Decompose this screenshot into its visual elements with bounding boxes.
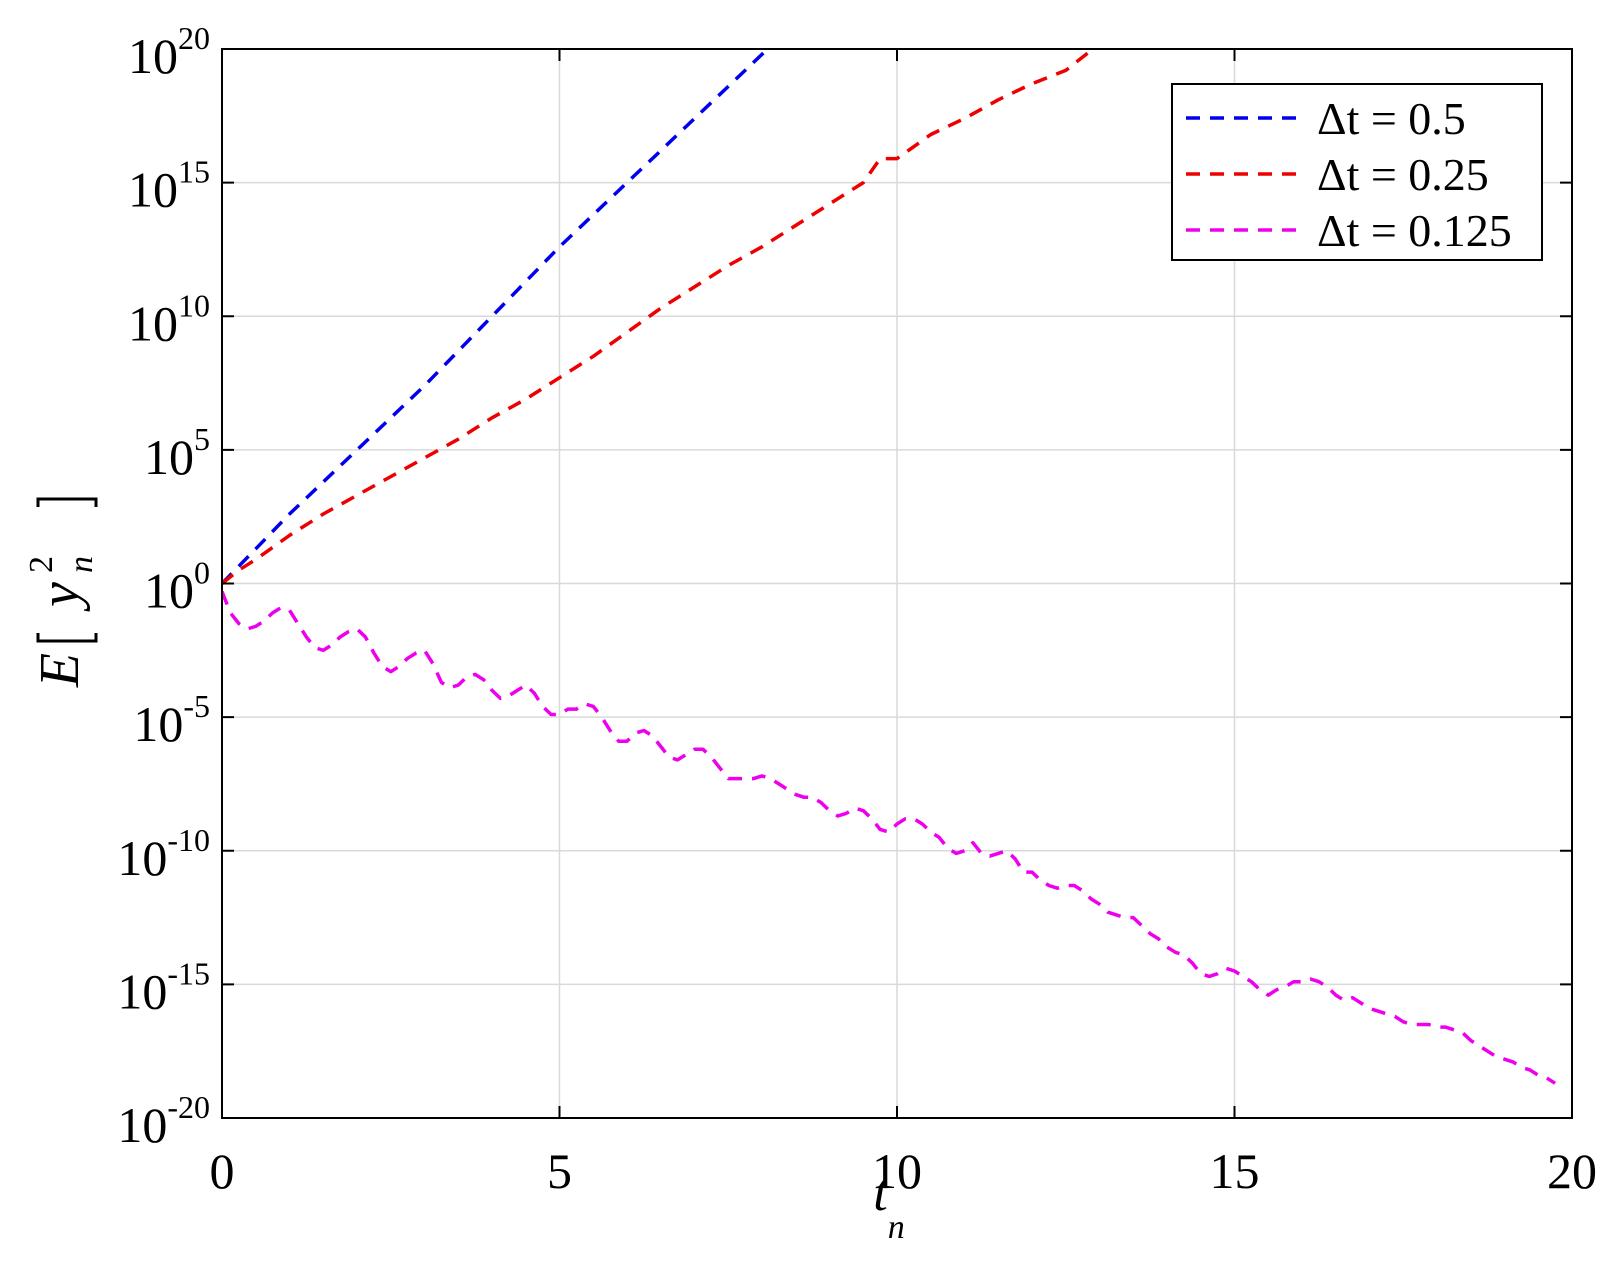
x-tick-labels: 0 5 10 15 20 xyxy=(210,1143,1598,1199)
legend-box xyxy=(1171,83,1543,261)
x-axis-label-subscript: n xyxy=(888,1209,905,1246)
y-tick-label-exponent: -20 xyxy=(167,1089,210,1125)
x-tick-label: 0 xyxy=(210,1143,235,1199)
y-tick-label: 1015 xyxy=(128,154,210,218)
right-bracket xyxy=(36,497,98,507)
y-axis-label-subscript: n xyxy=(63,556,100,573)
y-tick-label: 100 xyxy=(144,555,210,619)
x-axis-label: tn xyxy=(873,1165,904,1246)
x-tick-label: 10 xyxy=(872,1143,922,1199)
y-tick-label-base: 10 xyxy=(128,28,178,84)
y-tick-label-base: 10 xyxy=(144,563,194,619)
y-tick-label: 10-5 xyxy=(133,688,210,752)
y-tick-label-base: 10 xyxy=(128,162,178,218)
y-tick-label-base: 10 xyxy=(117,963,167,1019)
series-line-2 xyxy=(222,590,1557,1085)
y-tick-label: 105 xyxy=(144,421,210,485)
y-tick-label-base: 10 xyxy=(128,295,178,351)
x-tick-label: 5 xyxy=(547,1143,572,1199)
y-tick-label-exponent: -15 xyxy=(167,955,210,991)
x-axis-label-main: t xyxy=(873,1165,889,1222)
x-tick-label: 20 xyxy=(1547,1143,1597,1199)
y-axis-label-prefix: E xyxy=(29,653,91,688)
y-tick-label-base: 10 xyxy=(133,696,183,752)
y-tick-label-base: 10 xyxy=(117,1097,167,1153)
y-tick-label-exponent: 15 xyxy=(178,154,210,190)
y-tick-label-exponent: -10 xyxy=(167,822,210,858)
x-tick-label: 15 xyxy=(1210,1143,1260,1199)
y-axis-label-var: y xyxy=(29,582,91,612)
legend-label: Δt = 0.5 xyxy=(1317,93,1466,144)
y-axis-label-var-main: y xyxy=(29,582,91,612)
series-lines xyxy=(222,49,1557,1085)
y-axis-label-superscript: 2 xyxy=(23,556,60,573)
y-tick-label-base: 10 xyxy=(117,830,167,886)
legend-label: Δt = 0.125 xyxy=(1317,205,1512,256)
axis-ticks xyxy=(221,48,1573,1119)
y-axis-label: Ey 2 n xyxy=(23,497,100,688)
y-tick-label-base: 10 xyxy=(144,429,194,485)
y-tick-label-exponent: 0 xyxy=(194,555,210,591)
y-tick-label-exponent: -5 xyxy=(183,688,210,724)
y-tick-label-exponent: 5 xyxy=(194,421,210,457)
y-tick-label: 1010 xyxy=(128,287,210,351)
legend-label: Δt = 0.25 xyxy=(1317,149,1489,200)
y-tick-label: 10-20 xyxy=(117,1089,210,1153)
y-tick-label-exponent: 10 xyxy=(178,287,210,323)
y-tick-label: 10-10 xyxy=(117,822,210,886)
series-line-1 xyxy=(222,49,1096,585)
y-tick-label: 1020 xyxy=(128,20,210,84)
y-tick-label: 10-15 xyxy=(117,955,210,1019)
left-bracket xyxy=(36,633,98,643)
y-tick-label-exponent: 20 xyxy=(178,20,210,56)
